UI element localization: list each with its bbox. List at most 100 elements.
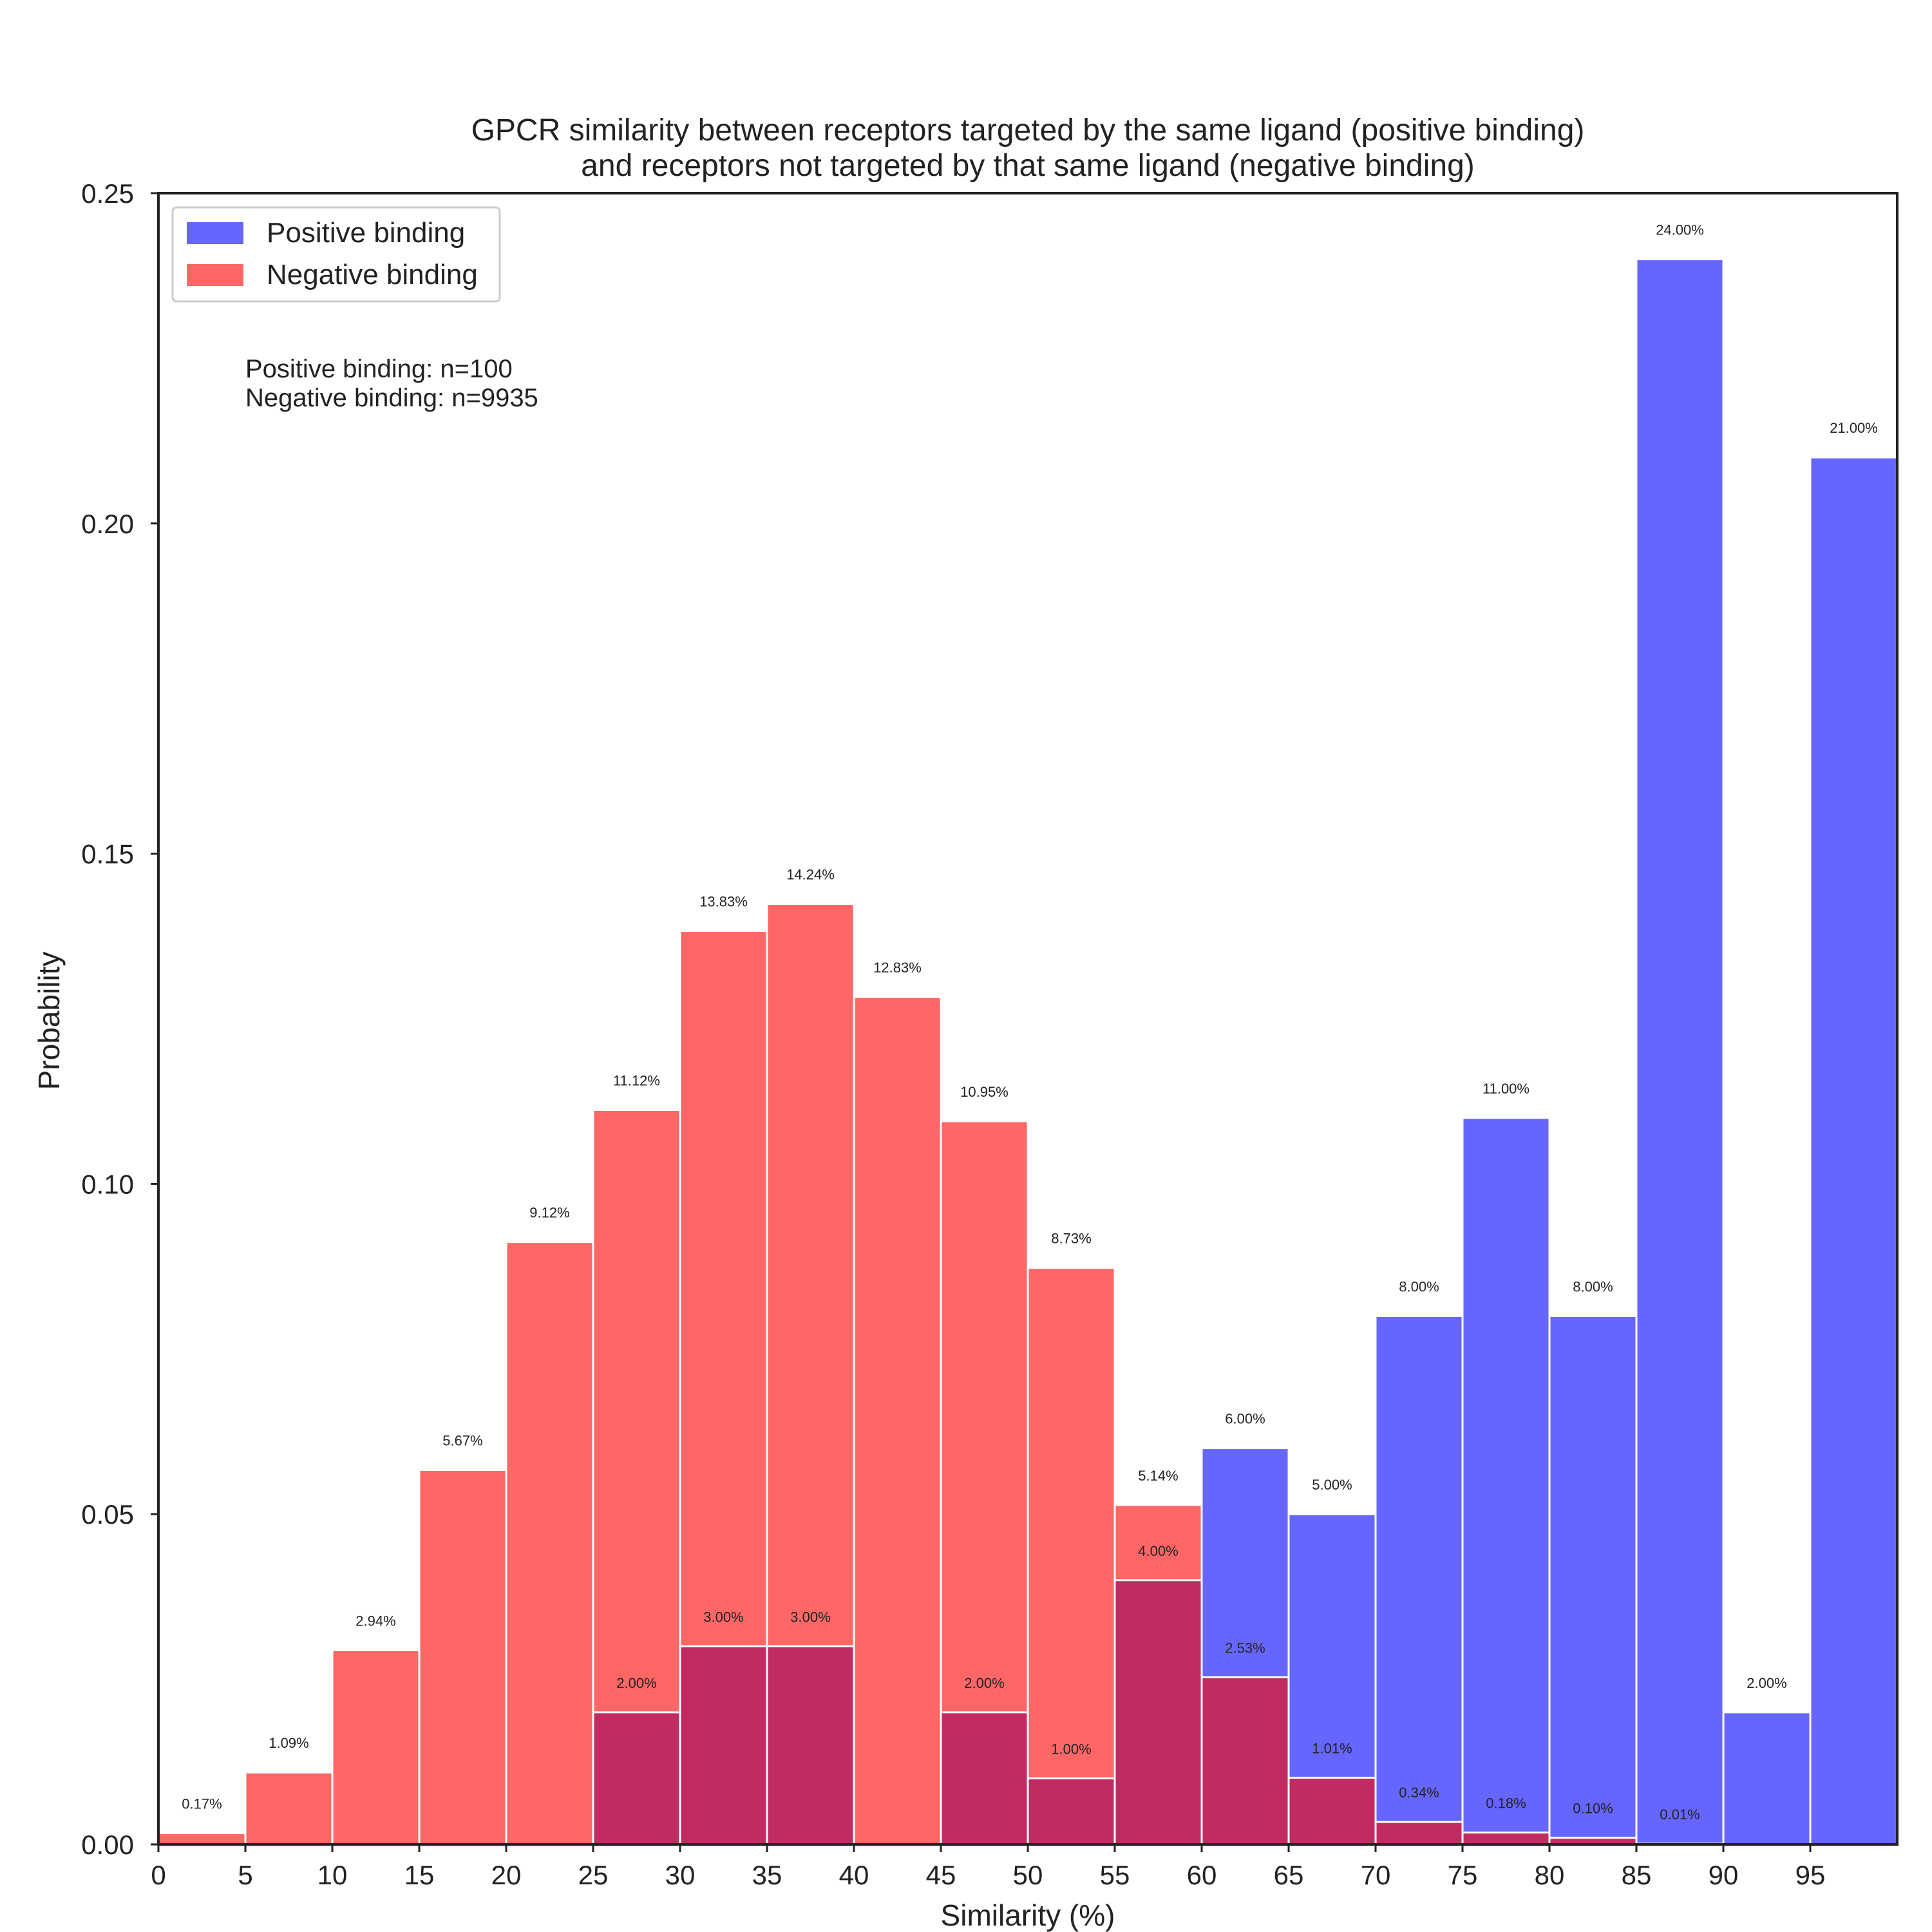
bar-label-negative-35: 14.24%: [786, 867, 835, 883]
bar-label-negative-55: 5.14%: [1138, 1468, 1178, 1484]
bar-overlap-65: [1287, 1776, 1377, 1846]
bar-label-negative-60: 2.53%: [1225, 1640, 1265, 1656]
annotation-positive-n: Positive binding: n=100: [245, 355, 513, 383]
bar-positive-90: [1722, 1711, 1812, 1846]
bar-positive-80: [1548, 1315, 1638, 1846]
bar-label-negative-80: 0.10%: [1573, 1801, 1613, 1817]
x-tick-label: 5: [238, 1860, 252, 1890]
x-tick-label: 55: [1100, 1860, 1130, 1890]
bar-negative-40: [853, 996, 942, 1846]
x-tick-label: 0: [151, 1860, 166, 1890]
y-tick-label: 0.20: [81, 509, 134, 539]
x-tick-label: 70: [1361, 1860, 1391, 1890]
chart-title-line-1: GPCR similarity between receptors target…: [471, 113, 1585, 147]
y-axis-ticks: 0.00 0.05 0.10 0.15 0.20 0.25: [81, 178, 158, 1860]
x-tick-label: 30: [665, 1860, 696, 1890]
bar-label-negative-40: 12.83%: [873, 960, 922, 976]
bar-label-negative-5: 1.09%: [269, 1735, 308, 1751]
y-tick-label: 0.00: [81, 1830, 134, 1860]
bars-layer: [157, 258, 1899, 1846]
x-tick-label: 65: [1274, 1860, 1304, 1890]
bar-label-positive-45: 2.00%: [964, 1675, 1004, 1691]
bar-label-positive-95: 21.00%: [1830, 420, 1878, 436]
bar-overlap-70: [1374, 1821, 1464, 1846]
annotation-negative-n: Negative binding: n=9935: [245, 384, 538, 412]
bar-label-negative-65: 1.01%: [1312, 1740, 1352, 1756]
bar-label-negative-25: 11.12%: [613, 1073, 660, 1089]
bar-negative-50: [1027, 1267, 1116, 1846]
x-axis-ticks: 0 5 10 15 20 25 30 35 40 45 50 55 60 65 70 75 80 85 90 95: [151, 1844, 1825, 1890]
bar-positive-70: [1374, 1315, 1464, 1846]
bar-label-negative-70: 0.34%: [1399, 1785, 1439, 1801]
sample-size-annotation: Positive binding: n=100 Negative binding…: [245, 355, 538, 412]
bar-positive-85: [1635, 258, 1725, 1846]
bar-label-positive-30: 3.00%: [703, 1609, 743, 1625]
bar-label-positive-55: 4.00%: [1138, 1543, 1178, 1559]
y-tick-label: 0.10: [81, 1169, 134, 1199]
x-tick-label: 95: [1795, 1860, 1826, 1890]
bar-label-negative-45: 10.95%: [960, 1084, 1009, 1100]
y-tick-label: 0.05: [81, 1499, 134, 1530]
legend: Positive binding Negative binding: [171, 206, 501, 303]
x-tick-label: 40: [839, 1860, 869, 1890]
bar-label-positive-80: 8.00%: [1573, 1279, 1613, 1295]
bar-negative-10: [331, 1649, 421, 1846]
x-tick-label: 75: [1448, 1860, 1478, 1890]
chart-title: GPCR similarity between receptors target…: [471, 113, 1585, 183]
legend-swatch-negative: [187, 264, 243, 286]
y-axis-label: Probability: [32, 952, 66, 1090]
legend-label-positive: Positive binding: [267, 217, 465, 249]
y-tick-label: 0.25: [81, 178, 134, 209]
legend-box: [171, 206, 501, 303]
bar-label-negative-10: 2.94%: [355, 1613, 395, 1629]
bar-negative-20: [505, 1241, 594, 1846]
bar-label-negative-50: 8.73%: [1051, 1231, 1091, 1247]
y-tick-label: 0.15: [81, 839, 134, 869]
bar-labels-layer: 2.00% 3.00% 3.00% 2.00% 1.00% 4.00% 6.00% 5.00%…: [182, 222, 1878, 1823]
x-tick-label: 90: [1709, 1860, 1739, 1890]
x-tick-label: 25: [578, 1860, 609, 1890]
x-tick-label: 50: [1013, 1860, 1043, 1890]
x-axis-label: Similarity (%): [941, 1899, 1115, 1932]
bar-overlap-55: [1113, 1579, 1203, 1846]
bar-label-negative-30: 13.83%: [699, 894, 748, 910]
bar-label-positive-35: 3.00%: [790, 1609, 830, 1625]
bar-positive-75: [1461, 1117, 1551, 1846]
bar-label-positive-90: 2.00%: [1747, 1675, 1786, 1691]
bar-label-negative-85: 0.01%: [1660, 1806, 1700, 1823]
chart-title-line-2: and receptors not targeted by that same …: [581, 149, 1475, 183]
bar-label-negative-20: 9.12%: [529, 1205, 569, 1221]
x-tick-label: 60: [1187, 1860, 1217, 1890]
x-tick-label: 35: [752, 1860, 782, 1890]
x-tick-label: 85: [1622, 1860, 1652, 1890]
bar-label-positive-25: 2.00%: [616, 1675, 656, 1691]
bar-negative-15: [418, 1468, 507, 1846]
bar-label-negative-15: 5.67%: [442, 1432, 482, 1448]
bar-label-positive-70: 8.00%: [1399, 1279, 1439, 1295]
x-tick-label: 20: [491, 1860, 522, 1890]
bar-label-positive-60: 6.00%: [1225, 1411, 1265, 1427]
bar-negative-0: [157, 1832, 247, 1846]
x-tick-label: 80: [1535, 1860, 1565, 1890]
bar-label-positive-75: 11.00%: [1482, 1081, 1530, 1097]
bar-overlap-35: [766, 1645, 855, 1846]
bar-overlap-75: [1461, 1832, 1551, 1846]
x-tick-label: 10: [317, 1860, 348, 1890]
x-tick-label: 15: [404, 1860, 435, 1890]
bar-positive-95: [1809, 456, 1899, 1846]
bar-label-positive-65: 5.00%: [1312, 1477, 1352, 1493]
bar-overlap-30: [679, 1645, 768, 1846]
bar-overlap-25: [592, 1711, 681, 1846]
bar-overlap-60: [1200, 1676, 1290, 1846]
x-tick-label: 45: [926, 1860, 956, 1890]
bar-overlap-45: [940, 1711, 1029, 1846]
bar-negative-5: [244, 1771, 334, 1846]
bar-label-negative-0: 0.17%: [182, 1796, 222, 1812]
bar-label-positive-85: 24.00%: [1656, 222, 1704, 238]
bar-overlap-50: [1027, 1777, 1116, 1846]
legend-swatch-positive: [187, 222, 243, 244]
bar-label-negative-75: 0.18%: [1486, 1795, 1526, 1812]
legend-label-negative: Negative binding: [267, 259, 478, 290]
bar-label-positive-50: 1.00%: [1051, 1741, 1091, 1757]
